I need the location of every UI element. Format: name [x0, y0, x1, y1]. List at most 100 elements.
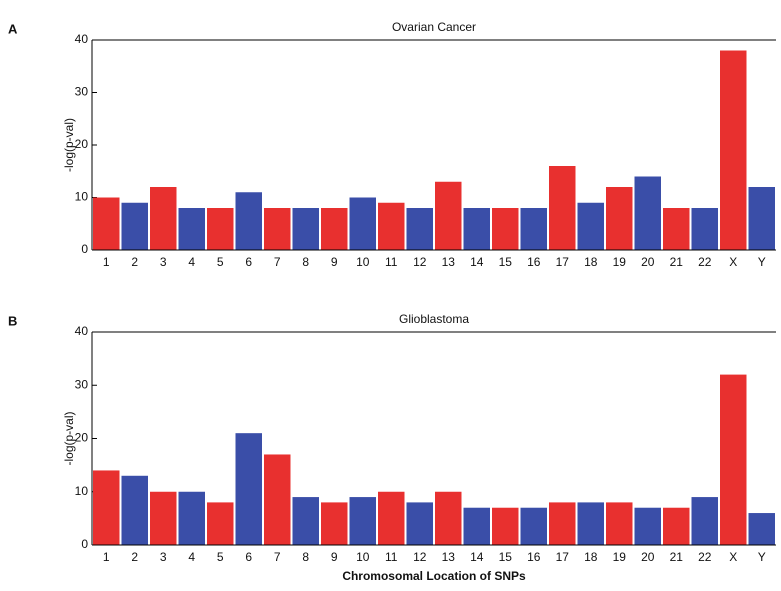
snp-column [492, 208, 519, 250]
snp-column [235, 192, 262, 250]
y-tick-label: 10 [75, 190, 89, 204]
snp-column [520, 208, 547, 250]
snp-column [691, 497, 718, 545]
x-tick-label: 10 [356, 255, 370, 269]
x-tick-label: 16 [527, 255, 541, 269]
snp-column [748, 187, 775, 250]
x-tick-label: 6 [245, 255, 252, 269]
x-tick-label: 20 [641, 550, 655, 564]
snp-column [720, 374, 747, 545]
x-tick-label: 12 [413, 550, 427, 564]
x-tick-label: 21 [670, 255, 684, 269]
x-tick-label: 3 [160, 550, 167, 564]
snp-column [492, 507, 519, 545]
x-tick-label: 2 [131, 550, 138, 564]
y-axis-label: -log(p-val) [62, 118, 76, 172]
x-tick-label: 10 [356, 550, 370, 564]
snp-column [235, 433, 262, 545]
snp-column [406, 502, 433, 545]
snp-column [378, 202, 405, 250]
snp-column [406, 208, 433, 250]
y-tick-label: 30 [75, 377, 89, 391]
snp-column [207, 208, 234, 250]
snp-column [321, 208, 348, 250]
x-tick-label: 17 [556, 550, 570, 564]
snp-column [178, 491, 205, 545]
snp-column [150, 187, 177, 250]
y-tick-label: 10 [75, 484, 89, 498]
snp-column [264, 208, 291, 250]
snp-column [178, 208, 205, 250]
x-tick-label: 11 [385, 550, 398, 564]
x-tick-label: Y [758, 255, 766, 269]
y-tick-label: 40 [75, 324, 89, 338]
snp-column [93, 470, 120, 545]
snp-column [634, 507, 661, 545]
snp-column [150, 491, 177, 545]
x-axis-label: Chromosomal Location of SNPs [342, 569, 526, 583]
y-tick-label: 40 [75, 32, 89, 46]
snp-column [606, 187, 633, 250]
snp-column [663, 208, 690, 250]
x-tick-label: 21 [670, 550, 684, 564]
x-tick-label: 15 [499, 255, 513, 269]
chart-title: Ovarian Cancer [392, 20, 476, 34]
x-tick-label: 13 [442, 255, 456, 269]
snp-column [378, 491, 405, 545]
x-tick-label: 4 [188, 550, 195, 564]
x-tick-label: 19 [613, 255, 627, 269]
x-tick-label: Y [758, 550, 766, 564]
snp-column [463, 208, 490, 250]
x-tick-label: 1 [103, 255, 110, 269]
x-tick-label: 7 [274, 550, 281, 564]
snp-column [93, 197, 120, 250]
snp-column [720, 50, 747, 250]
snp-column [121, 202, 148, 250]
snp-column [663, 507, 690, 545]
x-tick-label: X [729, 550, 737, 564]
snp-column [606, 502, 633, 545]
x-tick-label: 16 [527, 550, 541, 564]
snp-column [691, 208, 718, 250]
snp-column [321, 502, 348, 545]
x-tick-label: 5 [217, 255, 224, 269]
x-tick-label: 15 [499, 550, 513, 564]
snp-column [292, 208, 319, 250]
x-tick-label: 7 [274, 255, 281, 269]
x-tick-label: 18 [584, 255, 598, 269]
y-tick-label: 20 [75, 431, 89, 445]
x-tick-label: 17 [556, 255, 570, 269]
x-tick-label: 18 [584, 550, 598, 564]
y-axis-label: -log(p-val) [62, 411, 76, 465]
y-tick-label: 30 [75, 85, 89, 99]
x-tick-label: 14 [470, 255, 484, 269]
x-tick-label: 19 [613, 550, 627, 564]
x-tick-label: 8 [302, 255, 309, 269]
snp-column [349, 497, 376, 545]
x-tick-label: 6 [245, 550, 252, 564]
x-tick-label: 12 [413, 255, 427, 269]
x-tick-label: 8 [302, 550, 309, 564]
snp-column [577, 202, 604, 250]
snp-column [634, 176, 661, 250]
snp-column [520, 507, 547, 545]
panel-label: A [8, 21, 18, 36]
x-tick-label: 11 [385, 255, 398, 269]
panel-label: B [8, 313, 17, 328]
snp-column [349, 197, 376, 250]
x-tick-label: 20 [641, 255, 655, 269]
snp-column [121, 475, 148, 545]
snp-column [463, 507, 490, 545]
x-tick-label: 4 [188, 255, 195, 269]
x-tick-label: 2 [131, 255, 138, 269]
x-tick-label: 9 [331, 255, 338, 269]
x-tick-label: 22 [698, 550, 712, 564]
snp-column [549, 166, 576, 250]
x-tick-label: X [729, 255, 737, 269]
x-tick-label: 14 [470, 550, 484, 564]
x-tick-label: 3 [160, 255, 167, 269]
snp-column [549, 502, 576, 545]
y-tick-label: 20 [75, 137, 89, 151]
x-tick-label: 13 [442, 550, 456, 564]
